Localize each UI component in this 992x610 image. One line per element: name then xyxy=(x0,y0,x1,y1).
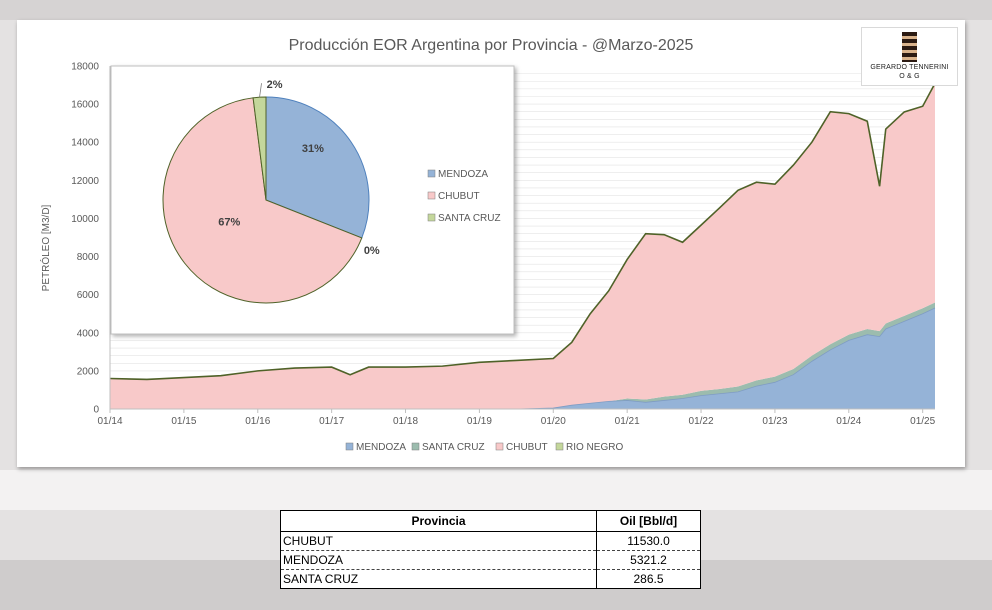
y-tick-label: 10000 xyxy=(71,214,99,225)
logo-subtext: O & G xyxy=(899,73,920,80)
table-row: CHUBUT 11530.0 xyxy=(280,531,701,551)
chart-canvas: 0 2000 4000 6000 8000 10000 12000 14000 16000 180… xyxy=(39,37,936,453)
x-tick-label: 01/15 xyxy=(171,416,196,427)
area-chubut xyxy=(110,83,935,409)
pie-data-label: 2% xyxy=(267,79,283,91)
legend-swatch xyxy=(495,442,504,451)
x-tick-label: 01/24 xyxy=(836,416,861,427)
area-mendoza xyxy=(110,308,935,409)
logo-mark-icon xyxy=(902,32,917,62)
legend-label: CHUBUT xyxy=(506,442,548,453)
x-tick-label: 01/20 xyxy=(541,416,566,427)
y-tick-label: 18000 xyxy=(71,62,99,73)
company-logo: GERARDO TENNERINI O & G xyxy=(861,27,958,86)
background-band xyxy=(0,0,992,20)
table-header-row: Provincia Oil [Bbl/d] xyxy=(280,510,701,532)
column-header-provincia: Provincia xyxy=(280,510,597,532)
pie-slice xyxy=(162,97,363,304)
y-tick-label: 16000 xyxy=(71,100,99,111)
table-cell-provincia: CHUBUT xyxy=(280,531,597,551)
pie-legend-label: CHUBUT xyxy=(438,191,480,202)
legend-swatch xyxy=(411,442,420,451)
table-cell-oil: 5321.2 xyxy=(596,550,701,570)
pie-data-label: 0% xyxy=(364,245,380,257)
x-tick-label: 01/22 xyxy=(689,416,714,427)
column-header-oil: Oil [Bbl/d] xyxy=(596,510,701,532)
table-cell-provincia: MENDOZA xyxy=(280,550,597,570)
pie-legend-swatch xyxy=(427,191,436,200)
legend-label: SANTA CRUZ xyxy=(422,442,485,453)
y-tick-label: 12000 xyxy=(71,176,99,187)
pie-data-label: 31% xyxy=(302,143,324,155)
x-tick-label: 01/18 xyxy=(393,416,418,427)
pie-legend-label: MENDOZA xyxy=(438,169,488,180)
x-tick-label: 01/19 xyxy=(467,416,492,427)
pie-data-label: 67% xyxy=(218,217,240,229)
table-row: MENDOZA 5321.2 xyxy=(280,550,701,570)
chart-legend: MENDOZA SANTA CRUZ CHUBUT RIO NEGRO xyxy=(345,442,623,453)
x-tick-label: 01/21 xyxy=(615,416,640,427)
chart-card: 0 2000 4000 6000 8000 10000 12000 14000 16000 180… xyxy=(17,20,965,467)
pie-legend: MENDOZA CHUBUT SANTA CRUZ xyxy=(427,169,501,224)
total-outline-line xyxy=(109,82,936,381)
x-tick-label: 01/17 xyxy=(319,416,344,427)
pie-legend-label: SANTA CRUZ xyxy=(438,213,501,224)
pie-legend-swatch xyxy=(427,213,436,222)
y-tick-label: 6000 xyxy=(77,290,100,301)
pie-slice xyxy=(265,96,370,239)
y-tick-label: 8000 xyxy=(77,252,100,263)
y-tick-label: 4000 xyxy=(77,328,100,339)
legend-swatch xyxy=(345,442,354,451)
x-tick-label: 01/25 xyxy=(910,416,935,427)
y-axis-label: PETRÓLEO [M3/D] xyxy=(39,204,52,291)
y-tick-label: 2000 xyxy=(77,366,100,377)
x-tick-label: 01/23 xyxy=(762,416,787,427)
pie-leader-line xyxy=(259,83,262,98)
y-tick-label: 0 xyxy=(93,405,99,416)
background-band xyxy=(0,470,992,510)
table-cell-oil: 11530.0 xyxy=(596,531,701,551)
pie-chart: 31% 67% 2% 0% xyxy=(162,79,380,304)
x-tick-label: 01/14 xyxy=(97,416,122,427)
legend-label: MENDOZA xyxy=(356,442,406,453)
pie-legend-swatch xyxy=(427,169,436,178)
table-cell-oil: 286.5 xyxy=(596,569,701,589)
table-cell-provincia: SANTA CRUZ xyxy=(280,569,597,589)
logo-text: GERARDO TENNERINI xyxy=(870,64,949,71)
y-tick-label: 14000 xyxy=(71,138,99,149)
legend-label: RIO NEGRO xyxy=(566,442,623,453)
chart-title: Producción EOR Argentina por Provincia -… xyxy=(289,37,694,54)
table-row: SANTA CRUZ 286.5 xyxy=(280,569,701,589)
legend-swatch xyxy=(555,442,564,451)
pie-chart-panel: 31% 67% 2% 0% MENDOZA CHUBUT SANTA CRUZ xyxy=(110,65,515,335)
x-tick-label: 01/16 xyxy=(245,416,270,427)
production-table: Provincia Oil [Bbl/d] CHUBUT 11530.0 MEN… xyxy=(280,510,701,589)
axes: 0 2000 4000 6000 8000 10000 12000 14000 16000 180… xyxy=(71,62,935,428)
